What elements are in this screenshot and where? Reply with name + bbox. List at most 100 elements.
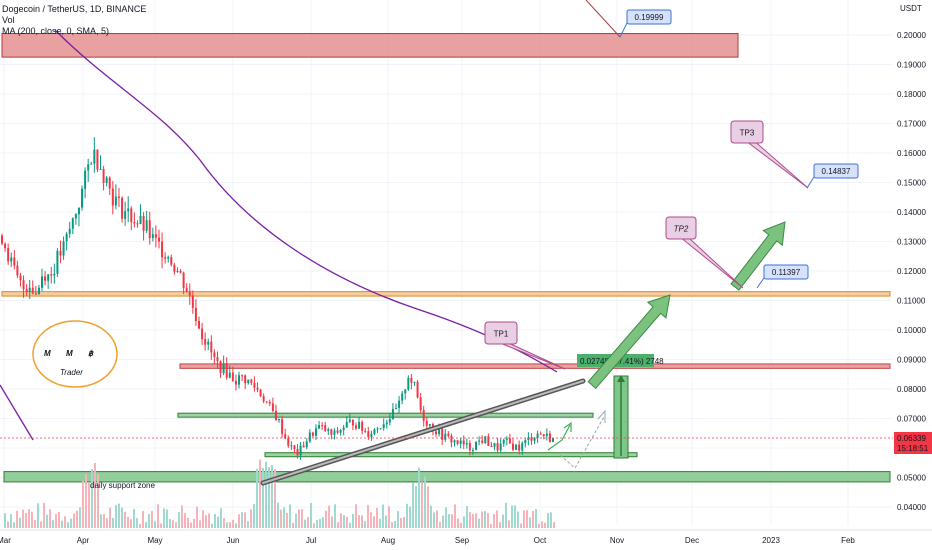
volume-bar <box>316 519 318 528</box>
candle-body <box>25 289 28 292</box>
volume-bar <box>61 520 63 528</box>
x-tick-label: Nov <box>610 536 624 545</box>
volume-bar <box>478 518 480 528</box>
volume-bar <box>274 469 276 528</box>
volume-bar <box>436 510 438 528</box>
volume-bar <box>220 508 222 528</box>
volume-bar <box>532 510 534 528</box>
tp1-callout-pointer <box>502 343 566 370</box>
candle-body <box>493 443 496 447</box>
y-tick-label: 0.11000 <box>897 297 926 306</box>
legend-vol[interactable]: Vol <box>2 15 15 25</box>
candle-body <box>133 222 136 224</box>
candle-body <box>518 444 521 451</box>
volume-bar <box>4 513 6 528</box>
candle-body <box>419 397 422 411</box>
candle-body <box>484 436 487 443</box>
volume-bar <box>535 509 537 528</box>
volume-bar <box>19 517 21 528</box>
x-tick-label: Oct <box>534 536 547 545</box>
y-tick-label: 0.14000 <box>897 208 926 217</box>
volume-bar <box>349 522 351 528</box>
volume-bar <box>268 467 270 528</box>
volume-bar <box>112 518 114 528</box>
price-tag-value: 0.06339 <box>897 434 926 443</box>
volume-bar <box>214 514 216 528</box>
arrow-to-tp2 <box>730 221 786 291</box>
candle-body <box>373 429 376 434</box>
candle-body <box>490 445 493 447</box>
volume-bar <box>175 522 177 528</box>
volume-bar <box>124 511 126 528</box>
price-box-014837-box <box>813 163 859 179</box>
volume-bar <box>508 520 510 528</box>
volume-bar <box>304 519 306 528</box>
volume-bar <box>190 522 192 528</box>
price-tag-box <box>894 431 932 454</box>
volume-bar <box>256 468 258 528</box>
legend-symbol[interactable]: Dogecoin / TetherUS, 1D, BINANCE <box>2 4 147 14</box>
volume-bar <box>433 512 435 528</box>
volume-bar <box>202 510 204 528</box>
volume-bar <box>187 517 189 528</box>
x-tick-label: Jul <box>306 536 316 545</box>
candle-body <box>247 379 250 384</box>
y-axis-bg <box>893 0 932 550</box>
volume-bar <box>157 504 159 528</box>
volume-bar <box>460 522 462 528</box>
volume-bar <box>130 519 132 528</box>
price-box-011397-box <box>763 264 809 280</box>
candle-body <box>225 363 228 378</box>
y-tick-label: 0.08000 <box>897 385 926 394</box>
volume-bar <box>481 511 483 528</box>
logo-ring <box>32 320 118 388</box>
channel-top <box>177 412 594 418</box>
candle-body <box>327 429 330 431</box>
y-tick-label: 0.13000 <box>897 238 926 247</box>
volume-bar <box>295 513 297 528</box>
volume-bar <box>115 505 117 528</box>
candle-body <box>428 424 431 426</box>
volume-bar <box>520 523 522 528</box>
volume-bar <box>229 522 231 528</box>
volume-bar <box>184 513 186 528</box>
candle-body <box>68 228 71 234</box>
candle-body <box>385 422 388 425</box>
logo-letter: M <box>66 349 73 358</box>
candle-body <box>274 410 277 421</box>
volume-bar <box>430 505 432 528</box>
candle-body <box>34 293 37 295</box>
candle-body <box>71 218 74 229</box>
candles <box>1 137 554 460</box>
candle-body <box>324 425 327 431</box>
y-tick-label: 0.10000 <box>897 326 926 335</box>
volume-bar <box>262 468 264 528</box>
candle-body <box>382 424 385 429</box>
volume-bar <box>259 459 261 528</box>
candle-body <box>28 287 31 292</box>
volume-bar <box>493 513 495 528</box>
volume-bar <box>106 518 108 528</box>
candle-body <box>530 437 533 441</box>
volume-bar <box>367 505 369 528</box>
volume-bar <box>100 514 102 528</box>
candle-body <box>296 449 299 456</box>
tp3-callout-label: TP3 <box>740 129 755 138</box>
candle-body <box>167 257 170 259</box>
volume-bar <box>145 522 147 528</box>
volume-bar <box>451 514 453 528</box>
volume-bar <box>334 504 336 528</box>
candle-body <box>505 438 508 440</box>
volume-bar <box>391 522 393 528</box>
legend-ma[interactable]: MA (200, close, 0, SMA, 5) <box>2 26 110 36</box>
candle-body <box>465 443 468 445</box>
candle-body <box>77 207 80 215</box>
candle-body <box>459 440 462 444</box>
volume-bar <box>28 509 30 528</box>
candle-body <box>219 361 222 374</box>
candle-body <box>148 220 151 239</box>
candle-body <box>345 421 348 428</box>
x-tick-label: Dec <box>685 536 699 545</box>
volume-bar <box>64 516 66 528</box>
